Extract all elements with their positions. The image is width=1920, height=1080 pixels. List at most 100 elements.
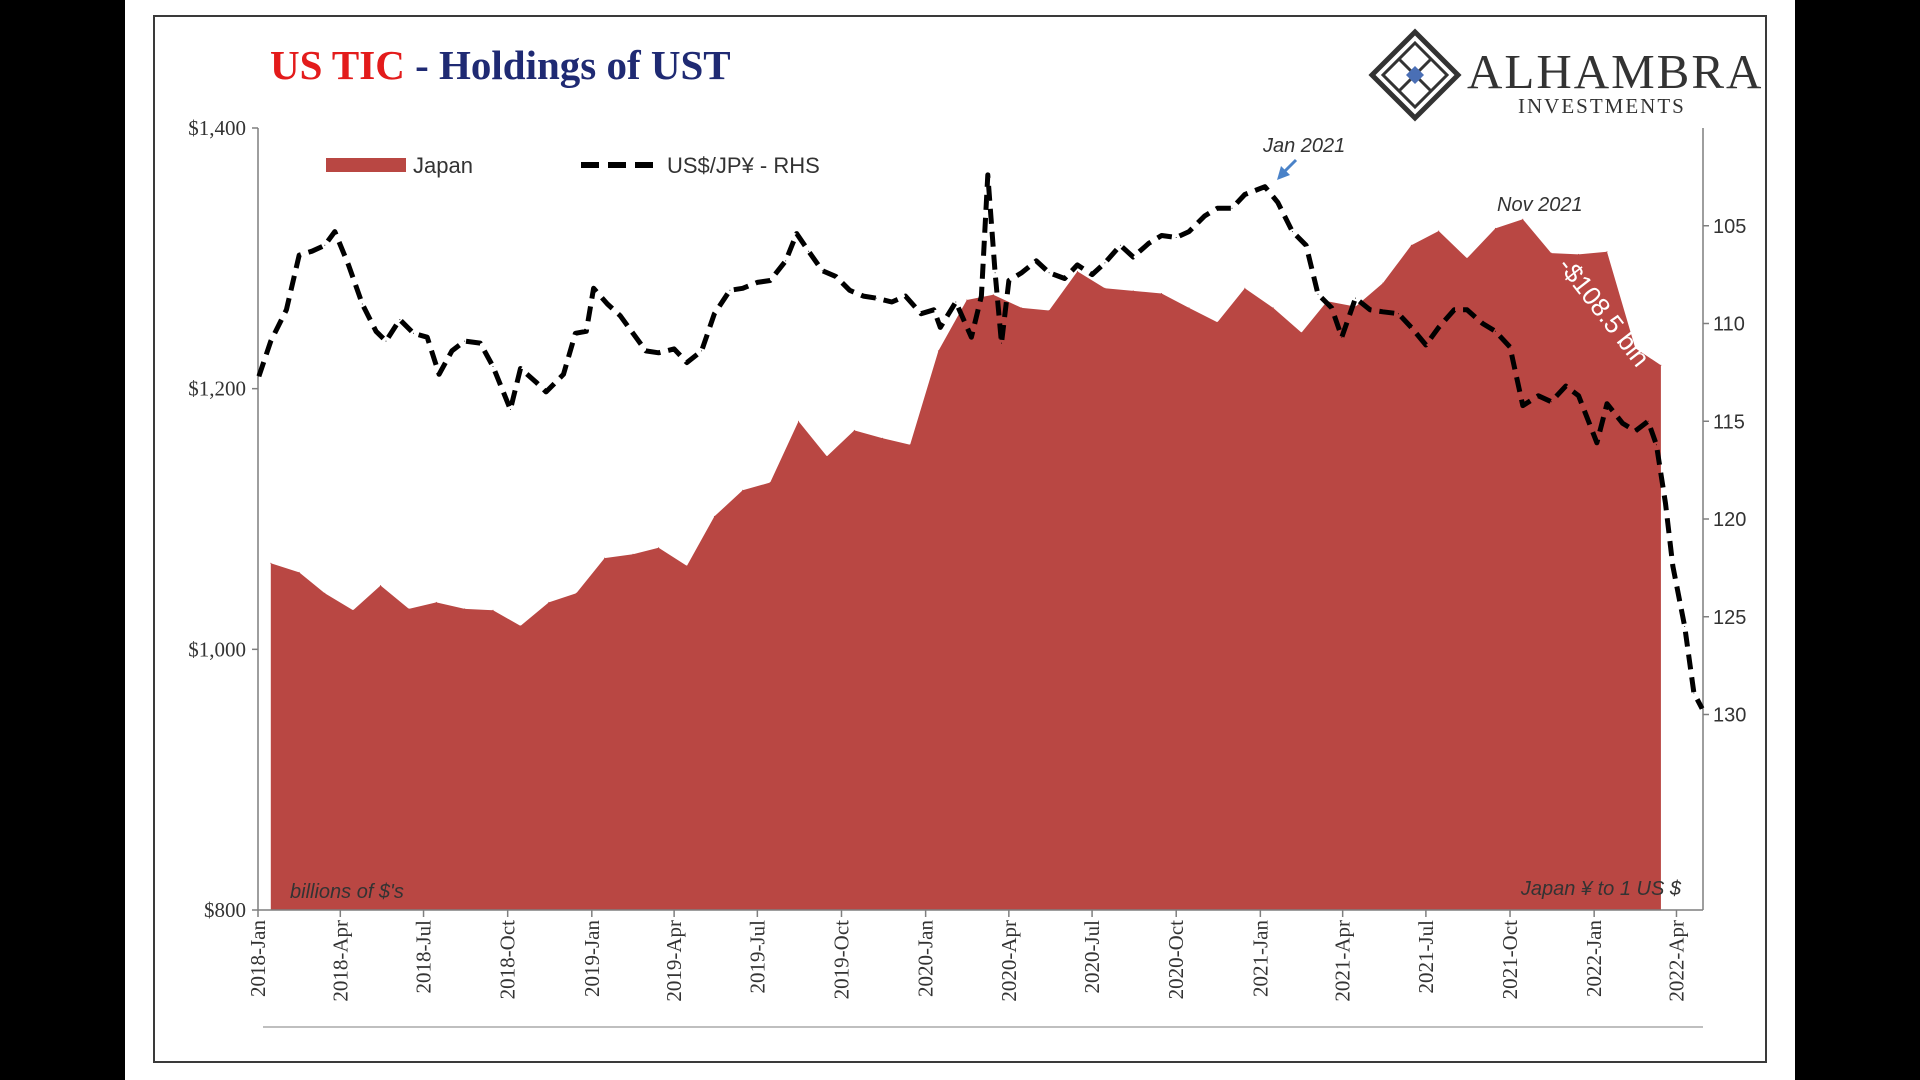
x-tick-label-16: 2022-Jan: [1582, 920, 1606, 997]
annotation-arrow-head: [1277, 166, 1290, 180]
x-tick-label-9: 2020-Apr: [997, 920, 1021, 1002]
japan-point-18: [769, 482, 771, 483]
usdjpy-point-108: [1672, 565, 1674, 567]
usdjpy-point-111: [1701, 708, 1703, 710]
alhambra-logo: ALHAMBRA INVESTMENTS: [1368, 28, 1761, 122]
title-part-1: US TIC: [270, 42, 405, 88]
usdjpy-point-33: [686, 362, 688, 364]
usdjpy-point-1: [270, 340, 272, 342]
annotation-jan-2021: Jan 2021: [1262, 135, 1345, 157]
japan-point-41: [1410, 244, 1412, 246]
usdjpy-point-27: [606, 303, 608, 305]
usdjpy-point-92: [1466, 309, 1468, 311]
usdjpy-point-69: [1148, 242, 1150, 244]
right-axis-unit-note: Japan ¥ to 1 US $: [1520, 878, 1682, 900]
japan-point-19: [798, 420, 799, 422]
legend: Japan US$/JP¥ - RHS: [326, 153, 820, 178]
usdjpy-point-84: [1355, 297, 1356, 299]
usdjpy-point-93: [1482, 323, 1484, 324]
usdjpy-point-57: [994, 272, 996, 274]
usdjpy-point-7: [348, 264, 349, 266]
left-axis-unit-note: billions of $'s: [290, 881, 404, 903]
usdjpy-point-22: [545, 391, 547, 393]
japan-point-6: [435, 601, 437, 603]
usdjpy-point-24: [574, 332, 576, 334]
usdjpy-point-102: [1606, 403, 1608, 405]
japan-point-37: [1301, 332, 1302, 334]
usdjpy-point-50: [920, 313, 922, 315]
usdjpy-point-96: [1522, 405, 1524, 407]
right-tick-label-5: 130: [1713, 705, 1746, 727]
japan-point-3: [352, 609, 354, 611]
logo-subtitle: INVESTMENTS: [1518, 94, 1686, 118]
usdjpy-point-55: [980, 295, 982, 297]
axes: $800 $1,000 $1,200 $1,400 105 110 115 120 125 130…: [188, 116, 1746, 1028]
usdjpy-point-53: [955, 301, 957, 303]
japan-point-10: [548, 601, 550, 603]
usdjpy-point-60: [1021, 272, 1023, 274]
right-tick-label-1: 110: [1713, 314, 1745, 336]
japan-point-0: [270, 562, 272, 564]
x-tick-label-7: 2019-Oct: [830, 920, 854, 999]
x-tick-label-8: 2020-Jan: [914, 920, 938, 997]
japan-point-27: [1021, 307, 1023, 309]
chart-title: US TIC - Holdings of UST: [270, 42, 731, 88]
usdjpy-point-95: [1509, 346, 1511, 348]
x-tick-label-3: 2018-Oct: [496, 920, 520, 999]
usdjpy-point-41: [796, 233, 798, 235]
x-tick-label-17: 2022-Apr: [1665, 920, 1689, 1002]
usdjpy-point-48: [891, 301, 893, 303]
usdjpy-point-70: [1161, 235, 1163, 236]
x-tick-label-6: 2019-Jul: [745, 920, 769, 994]
usdjpy-point-47: [875, 297, 877, 299]
usdjpy-point-105: [1647, 420, 1649, 422]
usdjpy-point-98: [1550, 401, 1552, 403]
japan-point-28: [1048, 310, 1050, 311]
usdjpy-point-35: [713, 313, 715, 315]
usdjpy-point-2: [285, 309, 287, 311]
usdjpy-point-106: [1655, 444, 1657, 446]
x-tick-label-4: 2019-Jan: [580, 920, 604, 997]
usdjpy-point-107: [1665, 502, 1666, 504]
japan-point-46: [1550, 252, 1552, 254]
usdjpy-point-15: [451, 350, 453, 352]
usdjpy-point-51: [933, 309, 935, 311]
left-tick-label-0: $800: [204, 898, 246, 922]
usdjpy-point-34: [701, 350, 703, 352]
usdjpy-point-4: [311, 250, 313, 252]
x-tick-label-15: 2021-Oct: [1498, 920, 1522, 999]
japan-point-12: [604, 557, 606, 559]
usdjpy-point-61: [1035, 260, 1037, 262]
legend-label-japan: Japan: [413, 153, 473, 178]
usdjpy-point-32: [673, 348, 675, 350]
japan-point-33: [1188, 307, 1190, 309]
left-tick-label-3: $1,400: [188, 116, 246, 140]
usdjpy-point-49: [905, 295, 906, 297]
japan-point-14: [658, 547, 660, 549]
usdjpy-point-100: [1578, 395, 1580, 397]
usdjpy-point-26: [593, 287, 595, 289]
usdjpy-point-97: [1537, 395, 1539, 397]
usdjpy-point-80: [1305, 244, 1307, 246]
usdjpy-point-38: [756, 281, 758, 283]
usdjpy-point-67: [1119, 244, 1121, 246]
japan-point-29: [1076, 270, 1078, 272]
japan-area-layer: [270, 218, 1662, 910]
usdjpy-point-20: [520, 368, 521, 369]
right-tick-label-0: 105: [1713, 216, 1746, 238]
right-tick-label-4: 125: [1713, 607, 1746, 629]
usdjpy-point-23: [563, 373, 564, 375]
japan-point-2: [324, 592, 326, 594]
usdjpy-point-5: [324, 244, 326, 246]
usdjpy-point-66: [1104, 262, 1106, 264]
japan-point-4: [380, 585, 382, 586]
usdjpy-point-9: [375, 330, 377, 332]
usdjpy-point-109: [1684, 626, 1686, 627]
diamond-lattice-icon: [1368, 28, 1462, 122]
usdjpy-point-59: [1008, 280, 1010, 281]
x-tick-label-13: 2021-Apr: [1331, 920, 1355, 1002]
japan-point-9: [520, 625, 521, 627]
usdjpy-point-36: [729, 289, 731, 291]
left-tick-label-2: $1,200: [188, 377, 246, 401]
